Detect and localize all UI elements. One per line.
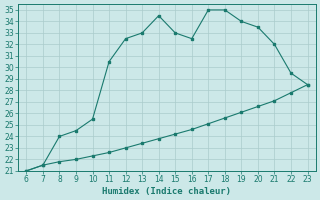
X-axis label: Humidex (Indice chaleur): Humidex (Indice chaleur) [102,187,231,196]
